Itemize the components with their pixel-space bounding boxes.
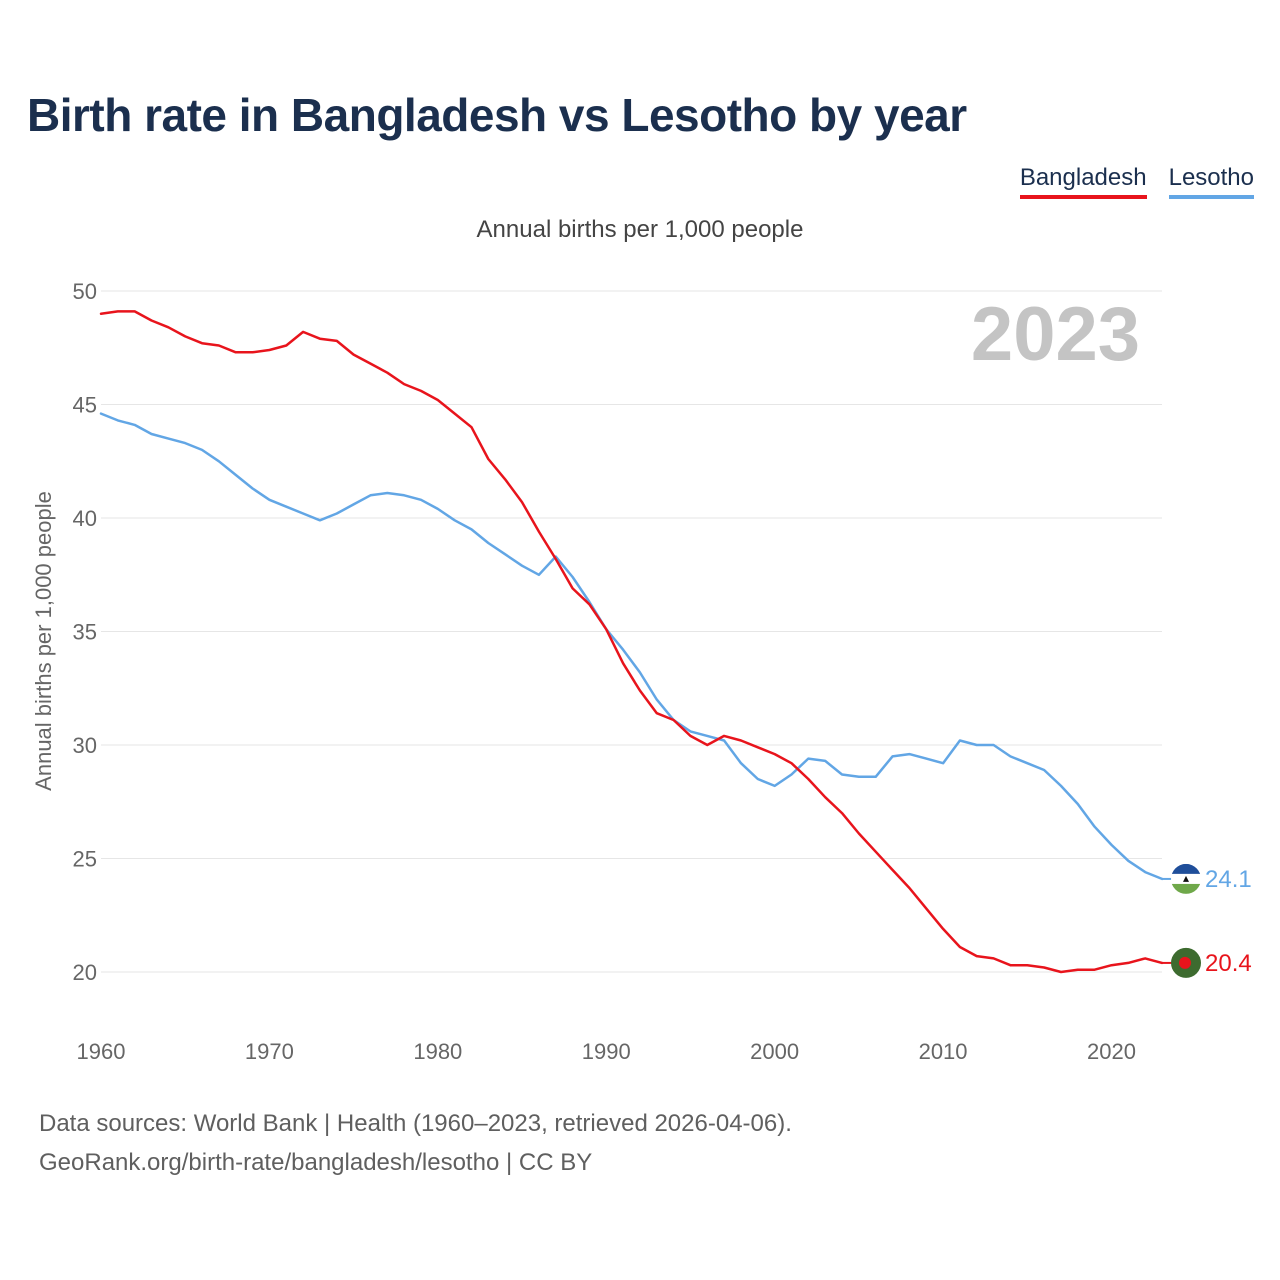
y-tick-label: 40 xyxy=(73,506,97,531)
series-line-lesotho xyxy=(99,412,1164,881)
bangladesh-flag-icon xyxy=(1171,947,1201,978)
series-lines xyxy=(99,310,1164,974)
y-axis-label: Annual births per 1,000 people xyxy=(31,491,56,791)
y-tick-label: 50 xyxy=(73,279,97,304)
footer-url[interactable]: GeoRank.org/birth-rate/bangladesh/lesoth… xyxy=(39,1149,593,1176)
y-tick-label: 35 xyxy=(73,620,97,645)
x-tick-label: 1990 xyxy=(582,1039,631,1064)
x-tick-label: 1970 xyxy=(245,1039,294,1064)
gridlines xyxy=(101,290,1162,973)
legend-item-bangladesh[interactable]: Bangladesh xyxy=(1019,164,1147,199)
legend: Bangladesh Lesotho xyxy=(1019,164,1254,199)
flag-disc xyxy=(1179,956,1191,969)
x-tick-label: 2000 xyxy=(750,1039,799,1064)
end-value-label-bangladesh: 20.4 xyxy=(1205,950,1252,977)
footer-sources: Data sources: World Bank | Health (1960–… xyxy=(39,1110,792,1137)
line-chart: 2023 Annual births per 1,000 people 20 25… xyxy=(31,279,1252,1064)
y-tick-label: 45 xyxy=(73,393,97,418)
x-tick-label: 1980 xyxy=(413,1039,462,1064)
chart-title: Birth rate in Bangladesh vs Lesotho by y… xyxy=(27,89,967,141)
legend-item-lesotho[interactable]: Lesotho xyxy=(1168,164,1254,199)
x-tick-label: 2010 xyxy=(919,1039,968,1064)
y-tick-label: 20 xyxy=(73,960,97,985)
chart-subtitle: Annual births per 1,000 people xyxy=(476,216,804,243)
y-tick-label: 30 xyxy=(73,733,97,758)
axis-ticks: 20 25 30 35 40 45 50 1960 1970 1980 1990 2000 2010 20… xyxy=(73,279,1136,1064)
lesotho-flag-icon xyxy=(1171,863,1201,894)
footer: Data sources: World Bank | Health (1960–… xyxy=(39,1104,792,1182)
y-tick-label: 25 xyxy=(73,847,97,872)
flag-band-green xyxy=(1171,883,1201,894)
end-value-label-lesotho: 24.1 xyxy=(1205,866,1252,893)
series-end-markers: 20.4 24.1 xyxy=(1162,863,1252,978)
x-tick-label: 2020 xyxy=(1087,1039,1136,1064)
flag-band-blue xyxy=(1171,863,1201,874)
year-watermark: 2023 xyxy=(971,292,1140,377)
x-tick-label: 1960 xyxy=(77,1039,126,1064)
flag-hat xyxy=(1183,875,1189,882)
series-line-bangladesh xyxy=(99,310,1164,974)
